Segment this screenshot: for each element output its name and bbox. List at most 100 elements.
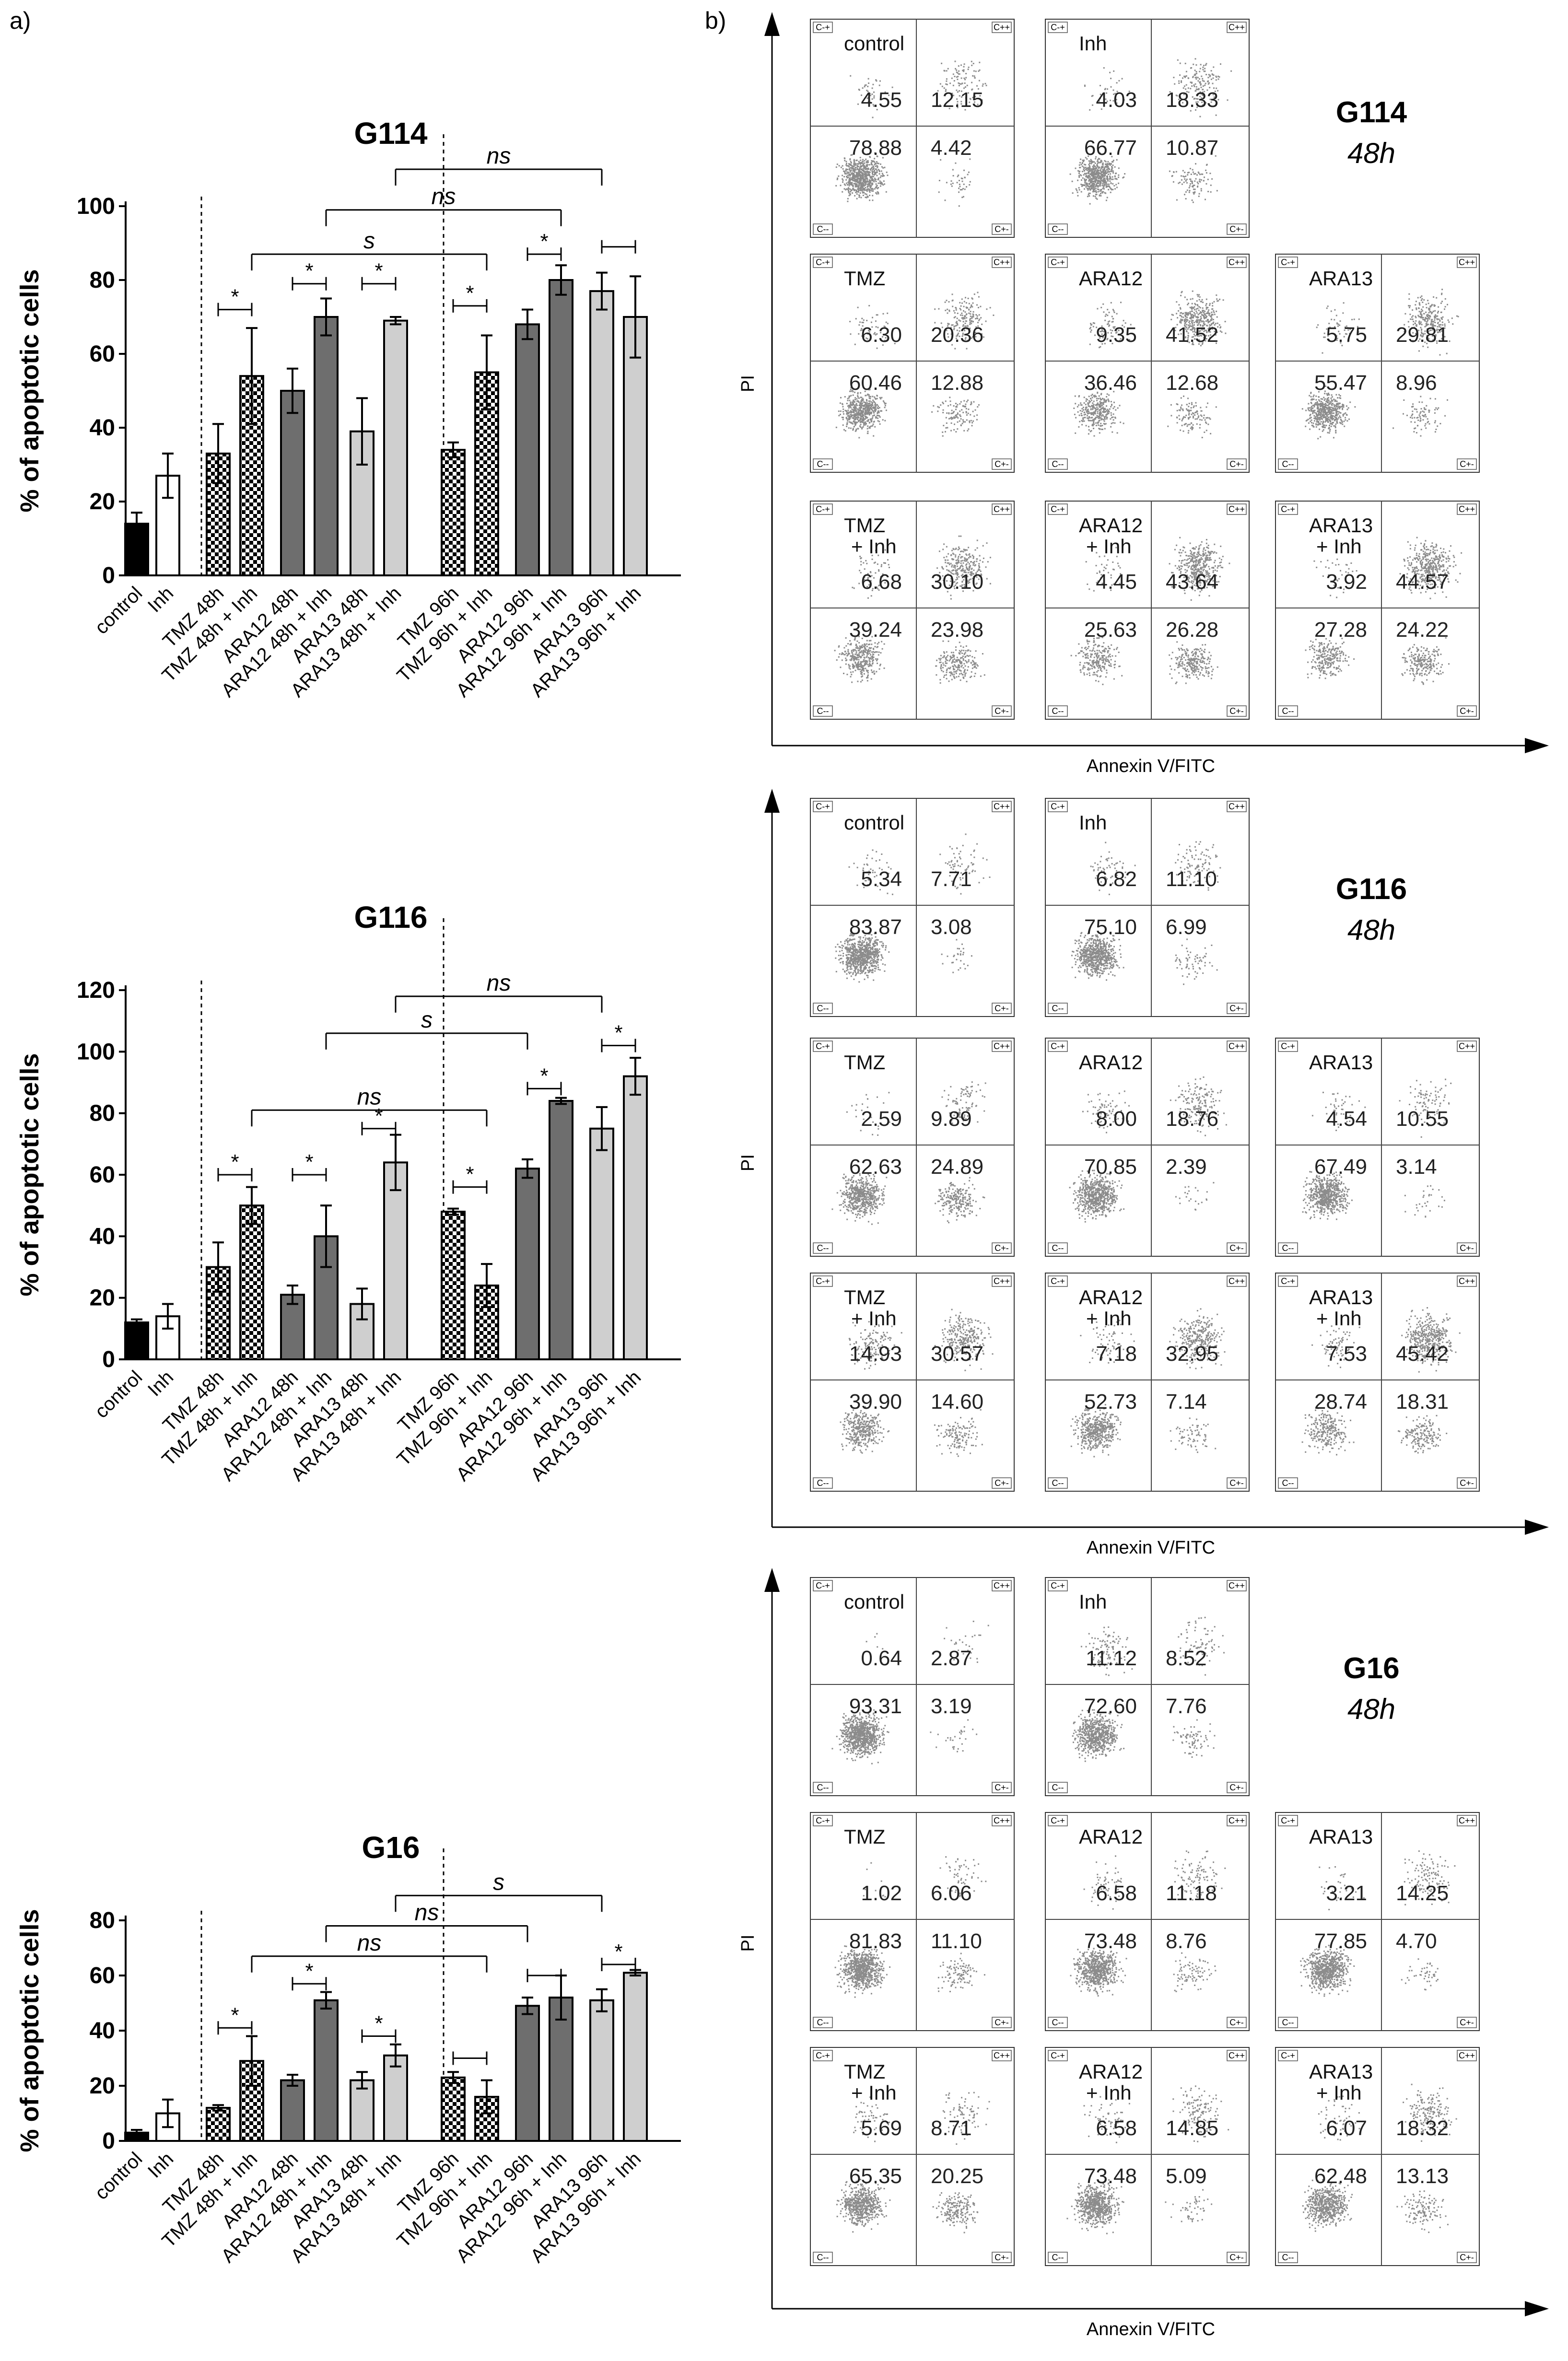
quadrant-value: 5.09 — [1166, 2164, 1207, 2188]
panel-subtitle: 48h — [1347, 1693, 1395, 1725]
quadrant-value: 28.74 — [1314, 1390, 1367, 1414]
corner-tag: C+- — [1229, 1478, 1244, 1488]
corner-tag: C++ — [1459, 504, 1475, 514]
y-axis-label: PI — [738, 375, 758, 392]
plot-frame — [1045, 1577, 1250, 1796]
corner-tag: C+- — [995, 1004, 1009, 1013]
quadrant-value: 75.10 — [1084, 915, 1137, 939]
scatter-plot: C-+ C++ C-- C+- ARA12 + Inh 6.58 14.85 73.48 5.09 — [1045, 2047, 1250, 2266]
quadrant-value: 6.58 — [1096, 2116, 1137, 2140]
bar — [350, 2079, 374, 2142]
y-tick-label: 80 — [90, 1908, 115, 1933]
scatter-plot: C-+ C++ C-- C+- ARA13 + Inh 6.07 18.32 62.48 13.1… — [1275, 2047, 1480, 2266]
plot-frame — [810, 1812, 1015, 2031]
quadrant-value: 14.25 — [1396, 1882, 1449, 1905]
corner-tag-box — [813, 257, 833, 268]
quadrant-value: 18.31 — [1396, 1390, 1449, 1414]
panel-title: G116 — [1336, 873, 1407, 906]
quadrant-value: 78.88 — [849, 136, 902, 160]
corner-tag: C+- — [995, 1243, 1009, 1253]
plot-label-line: control — [844, 1590, 904, 1613]
corner-tag: C++ — [994, 1816, 1010, 1825]
corner-tag: C++ — [1229, 504, 1245, 514]
bar — [623, 316, 648, 576]
corner-tag: C-+ — [816, 1581, 830, 1590]
plot-label: ARA13 — [1309, 1051, 1373, 1074]
corner-tag: C++ — [994, 1581, 1010, 1590]
corner-tag-box — [813, 1580, 833, 1591]
corner-tag: C+- — [995, 1783, 1009, 1792]
corner-tag: C+- — [995, 459, 1009, 469]
quadrant-value: 6.07 — [1326, 2116, 1367, 2140]
scatter-dots — [1301, 289, 1459, 440]
plot-label-line: ARA13 — [1309, 514, 1373, 537]
corner-tag-box — [1227, 1003, 1247, 1014]
corner-tag-box — [992, 223, 1012, 235]
scatter-plot: C-+ C++ C-- C+- ARA13 4.54 10.55 67.49 3.14 — [1275, 1038, 1480, 1257]
corner-tag-box — [1048, 458, 1068, 470]
corner-tag-box — [992, 257, 1012, 268]
corner-tag: C+- — [995, 224, 1009, 234]
scatter-dots — [836, 2092, 990, 2233]
corner-tag-box — [992, 1040, 1012, 1052]
y-axis-label: PI — [738, 1935, 758, 1952]
corner-tag: C-- — [1052, 2018, 1064, 2027]
corner-tag: C-- — [1052, 1004, 1064, 1013]
corner-tag: C+- — [1460, 1243, 1474, 1253]
corner-tag-box — [1278, 1477, 1298, 1489]
plot-label: ARA13 + Inh — [1309, 1286, 1373, 1330]
quadrant-value: 24.22 — [1396, 618, 1449, 642]
bar — [441, 1211, 466, 1360]
plot-label-line: ARA13 — [1309, 1051, 1373, 1074]
corner-tag: C+- — [1229, 459, 1244, 469]
corner-tag-box — [1227, 801, 1247, 812]
corner-tag: C+- — [1460, 2018, 1474, 2027]
corner-tag: C-+ — [1051, 504, 1065, 514]
corner-tag: C-+ — [1051, 2051, 1065, 2060]
corner-tag-box — [1457, 257, 1477, 268]
plot-frame — [810, 501, 1015, 720]
plot-label: ARA12 — [1079, 1825, 1143, 1848]
scatter-plot: C-+ C++ C-- C+- Inh 11.12 8.52 72.60 7.76 — [1045, 1577, 1250, 1796]
corner-tag-box — [1048, 705, 1068, 717]
plot-label: control — [844, 32, 904, 55]
quadrant-value: 7.18 — [1096, 1342, 1137, 1366]
plot-label-line: ARA13 — [1309, 1825, 1373, 1848]
corner-tag-box — [813, 223, 833, 235]
corner-tag: C+- — [1460, 2253, 1474, 2262]
quadrant-value: 43.64 — [1166, 570, 1218, 594]
scatter-plot: C-+ C++ C-- C+- ARA12 + Inh 7.18 32.95 52.73 7.14 — [1045, 1273, 1250, 1492]
plot-label-line: control — [844, 811, 904, 834]
y-tick-label: 0 — [102, 1347, 115, 1372]
scatter-plot: C-+ C++ C-- C+- ARA12 6.58 11.18 73.48 8.76 — [1045, 1812, 1250, 2031]
quadrant-value: 11.12 — [1086, 1647, 1137, 1670]
quadrant-value: 8.00 — [1096, 1107, 1137, 1131]
corner-tag: C++ — [1459, 2051, 1475, 2060]
plot-label-line: ARA12 — [1079, 267, 1143, 290]
corner-tag-box — [1048, 1275, 1068, 1287]
corner-tag: C-+ — [1051, 23, 1065, 32]
scatter-plot: C-+ C++ C-- C+- TMZ 1.02 6.06 81.83 11.10 — [810, 1812, 1015, 2031]
plot-label: TMZ — [844, 1825, 885, 1848]
corner-tag: C+- — [995, 2253, 1009, 2262]
x-axis-label: Annexin V/FITC — [1087, 2319, 1215, 2339]
corner-tag-box — [1048, 257, 1068, 268]
quadrant-value: 45.42 — [1396, 1342, 1449, 1366]
flow-panel-g114: PI Annexin V/FITC G114 48h C-+ C++ C-- C+- contr… — [738, 12, 1549, 776]
quadrant-value: 20.25 — [931, 2164, 983, 2188]
quadrant-value: 7.14 — [1166, 1390, 1207, 1414]
scatter-dots — [1070, 537, 1230, 685]
corner-tag-box — [1048, 1815, 1068, 1826]
quadrant-value: 6.82 — [1096, 867, 1137, 891]
scatter-plot: C-+ C++ C-- C+- ARA12 + Inh 4.45 43.64 25.63 26.2… — [1045, 501, 1250, 720]
significance-label: * — [540, 1064, 548, 1087]
plot-label-line: + Inh — [851, 535, 897, 558]
quadrant-value: 4.45 — [1096, 570, 1137, 594]
quadrant-value: 0.64 — [861, 1647, 902, 1670]
corner-tag: C-- — [1282, 1478, 1294, 1488]
scatter-plot: C-+ C++ C-- C+- TMZ 2.59 9.89 62.63 24.89 — [810, 1038, 1015, 1257]
corner-tag-box — [1457, 2252, 1477, 2263]
bar — [515, 1168, 540, 1361]
corner-tag: C+- — [1229, 2253, 1244, 2262]
corner-tag-box — [813, 1003, 833, 1014]
